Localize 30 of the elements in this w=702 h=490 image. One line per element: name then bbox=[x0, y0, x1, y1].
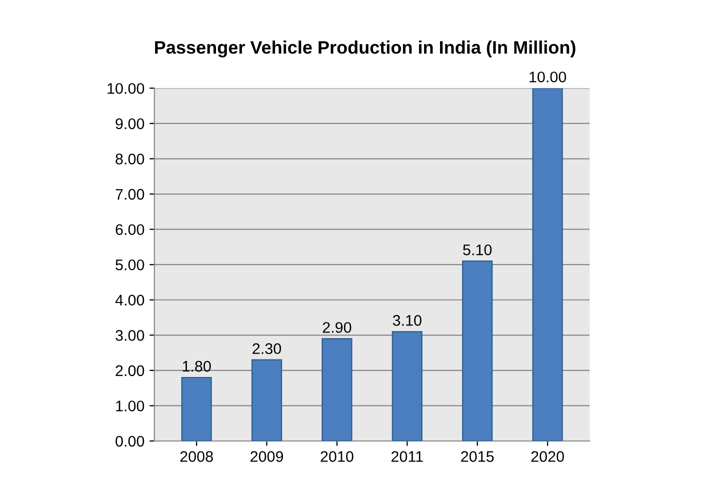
chart-title: Passenger Vehicle Production in India (In Million) bbox=[155, 40, 576, 58]
x-tick-label: 2015 bbox=[461, 451, 494, 462]
y-tick-label: 3.00 bbox=[116, 330, 144, 341]
y-tick-label: 0.00 bbox=[116, 436, 144, 447]
bar bbox=[532, 88, 563, 441]
y-tick-label: 5.00 bbox=[116, 259, 144, 270]
data-label: 3.10 bbox=[392, 315, 422, 326]
y-tick-label: 2.00 bbox=[116, 365, 144, 376]
y-tick-label: 6.00 bbox=[116, 224, 144, 236]
y-tick-label: 8.00 bbox=[116, 154, 144, 164]
data-label: 5.10 bbox=[463, 244, 492, 256]
x-tick-label: 2020 bbox=[531, 451, 564, 462]
x-tick-label: 2010 bbox=[320, 451, 354, 462]
y-tick-label: 10.00 bbox=[108, 83, 144, 94]
x-tick-label: 2009 bbox=[250, 451, 284, 462]
data-label: 2.30 bbox=[252, 343, 282, 354]
bar bbox=[462, 260, 493, 441]
y-tick-label: 1.00 bbox=[116, 400, 144, 412]
bar bbox=[181, 376, 212, 441]
y-tick-label: 7.00 bbox=[116, 188, 144, 200]
bar bbox=[392, 331, 422, 441]
bar bbox=[322, 338, 352, 441]
data-label: 1.80 bbox=[182, 360, 211, 372]
data-label: 10.00 bbox=[530, 72, 566, 82]
y-tick-label: 9.00 bbox=[116, 118, 144, 130]
x-tick-label: 2011 bbox=[392, 451, 423, 462]
bar bbox=[251, 359, 282, 441]
data-label: 2.90 bbox=[322, 322, 352, 333]
y-tick-label: 4.00 bbox=[115, 294, 144, 306]
x-tick-label: 2008 bbox=[180, 451, 213, 462]
